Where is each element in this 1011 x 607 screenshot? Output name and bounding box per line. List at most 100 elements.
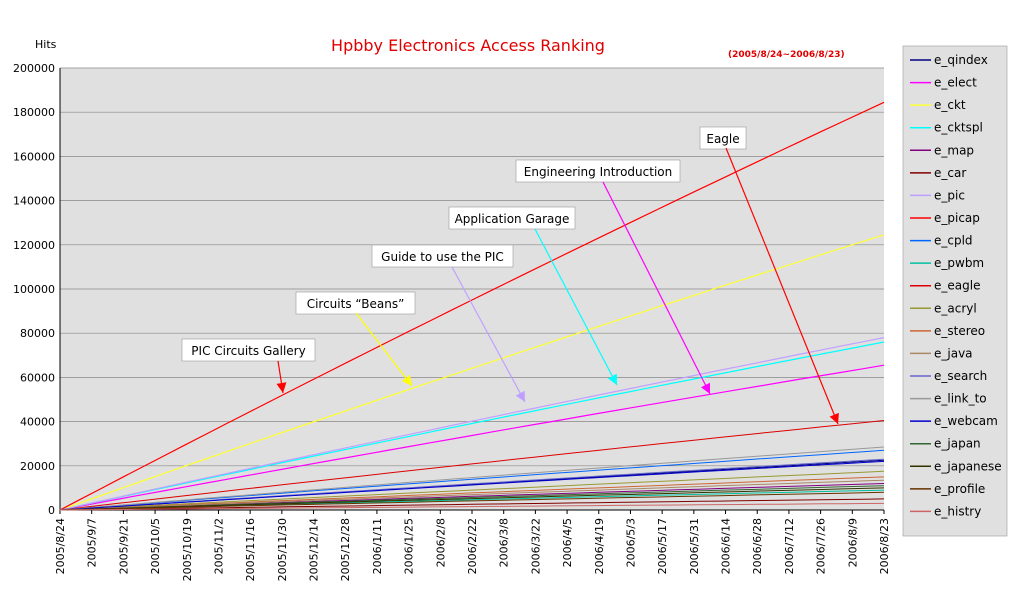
legend-item: e_webcam	[910, 414, 998, 428]
annotation: Circuits “Beans”	[295, 291, 416, 387]
legend-item: e_picap	[910, 211, 980, 225]
legend-item: e_pic	[910, 188, 965, 202]
series-line-e-elect	[59, 364, 885, 511]
legend-item: e_search	[910, 369, 987, 383]
annotation-arrowhead	[829, 412, 839, 424]
legend-label: e_acryl	[934, 301, 977, 315]
legend-item: e_acryl	[910, 301, 977, 315]
x-tick-label: 2006/1/25	[403, 518, 416, 574]
annotation-arrow	[355, 312, 413, 387]
x-tick-label: 2005/11/2	[212, 518, 225, 574]
x-tick-label: 2006/5/17	[656, 518, 669, 574]
annotation-box	[371, 244, 514, 268]
y-axis-label: Hits	[35, 38, 57, 51]
annotation-arrow	[602, 181, 711, 395]
legend-item: e_link_to	[910, 392, 987, 406]
legend-item: e_ckt	[910, 98, 966, 112]
x-tick-label: 2006/2/8	[434, 518, 447, 567]
annotation-label: Application Garage	[455, 212, 570, 226]
x-tick-label: 2006/3/8	[498, 518, 511, 567]
y-tick-label: 60000	[20, 371, 55, 384]
annotation-arrowhead	[515, 390, 525, 402]
x-tick-label: 2006/5/31	[688, 518, 701, 574]
x-tick-label: 2005/9/7	[86, 518, 99, 567]
legend-label: e_picap	[934, 211, 980, 225]
x-tick-label: 2006/7/26	[815, 518, 828, 574]
series-line-e-acryl	[59, 470, 885, 511]
annotation: Application Garage	[448, 206, 618, 386]
legend-item: e_japan	[910, 437, 981, 451]
series-line-e-car	[59, 498, 885, 511]
annotation-arrow	[725, 147, 839, 425]
x-tick-label: 2006/2/22	[466, 518, 479, 574]
annotation-label: Guide to use the PIC	[381, 250, 504, 264]
x-tick-label: 2006/7/12	[783, 518, 796, 574]
y-tick-label: 100000	[13, 283, 55, 296]
annotation-arrow	[534, 228, 618, 386]
annotation: Eagle	[699, 126, 839, 425]
legend-label: e_profile	[934, 482, 985, 496]
y-tick-label: 140000	[13, 195, 55, 208]
series-line-e-link-to	[59, 446, 885, 511]
x-tick-label: 2005/10/5	[149, 518, 162, 574]
legend-item: e_histry	[910, 504, 981, 518]
x-tick-label: 2005/12/28	[339, 518, 352, 581]
x-tick-label: 2006/6/28	[751, 518, 764, 574]
series-line-e-picap	[59, 101, 885, 511]
annotation-box	[699, 126, 747, 150]
legend-label: e_car	[934, 166, 966, 180]
annotation-arrowhead	[276, 382, 287, 393]
annotation: Engineering Introduction	[515, 159, 711, 395]
x-tick-label: 2005/11/30	[276, 518, 289, 581]
x-tick-label: 2006/3/22	[529, 518, 542, 574]
annotation-box	[448, 206, 576, 230]
y-tick-label: 40000	[20, 416, 55, 429]
legend-label: e_stereo	[934, 324, 985, 338]
annotation-box	[515, 159, 681, 183]
x-tick-label: 2005/11/16	[244, 518, 257, 581]
series-line-e-cpld	[59, 449, 885, 511]
legend-item: e_cpld	[910, 234, 973, 248]
x-tick-label: 2006/1/11	[371, 518, 384, 574]
y-tick-label: 80000	[20, 327, 55, 340]
y-tick-label: 0	[48, 504, 55, 517]
legend-item: e_stereo	[910, 324, 985, 338]
x-tick-label: 2005/12/14	[308, 518, 321, 581]
series-line-e-eagle	[59, 420, 885, 511]
legend-label: e_japanese	[934, 459, 1002, 473]
legend-item: e_map	[910, 143, 974, 157]
legend-item: e_eagle	[910, 279, 980, 293]
legend-item: e_pwbm	[910, 256, 984, 270]
legend-item: e_profile	[910, 482, 985, 496]
annotation-arrowhead	[401, 375, 412, 386]
annotation: PIC Circuits Gallery	[181, 338, 316, 394]
y-tick-label: 20000	[20, 460, 55, 473]
x-tick-label: 2006/5/3	[624, 518, 637, 567]
annotation-box	[181, 338, 316, 362]
x-tick-label: 2005/8/24	[54, 518, 67, 574]
series-line-e-java	[59, 479, 885, 511]
annotation-arrowhead	[701, 382, 710, 394]
x-tick-label: 2006/6/14	[720, 518, 733, 574]
legend: e_qindex e_elect e_ckt e_cktspl e_map e_car e_…	[902, 45, 1008, 537]
legend-item: e_qindex	[910, 53, 988, 67]
x-tick-label: 2005/10/19	[181, 518, 194, 581]
legend-label: e_elect	[934, 76, 977, 90]
legend-label: e_map	[934, 143, 974, 157]
annotation-arrow	[451, 266, 526, 403]
annotation-label: Eagle	[706, 132, 739, 146]
legend-label: e_search	[934, 369, 987, 383]
legend-label: e_ckt	[934, 98, 966, 112]
legend-label: e_link_to	[934, 392, 987, 406]
legend-label: e_java	[934, 346, 973, 360]
annotation-box	[295, 291, 416, 315]
legend-label: e_pic	[934, 188, 965, 202]
legend-label: e_japan	[934, 437, 981, 451]
series-line-e-stereo	[59, 476, 885, 511]
legend-item: e_japanese	[910, 459, 1002, 473]
legend-label: e_eagle	[934, 279, 980, 293]
y-tick-label: 200000	[13, 62, 55, 75]
x-tick-label: 2006/4/19	[593, 518, 606, 574]
